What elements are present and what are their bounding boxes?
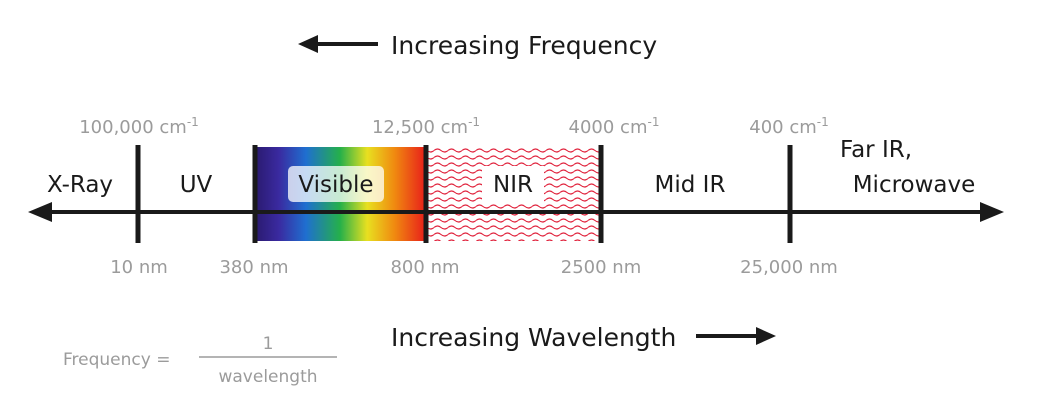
wavelength-label: 380 nm [219, 257, 288, 278]
right-arrowhead-icon [756, 327, 776, 345]
wavenumber-label: 12,500 cm-1 [372, 115, 480, 138]
region-uv: UV [180, 172, 213, 198]
wavenumber-label: 100,000 cm-1 [79, 115, 199, 138]
region-nir: NIR [493, 172, 533, 198]
wavelength-label: 2500 nm [561, 257, 641, 278]
region-visible: Visible [298, 172, 373, 198]
wavenumber-label: 4000 cm-1 [569, 115, 660, 138]
visible-label-box [288, 166, 384, 202]
wavelength-label: 800 nm [390, 257, 459, 278]
region-xray: X-Ray [47, 172, 113, 198]
wavelength-footer-label: Increasing Wavelength [391, 323, 676, 352]
formula-denominator: wavelength [218, 367, 317, 387]
axis-right-arrow-icon [980, 202, 1004, 222]
left-arrowhead-icon [298, 35, 318, 53]
spectrum-axis [28, 202, 1004, 222]
wavenumber-label: 400 cm-1 [749, 115, 828, 138]
frequency-header-label: Increasing Frequency [391, 31, 657, 60]
region-midir: Mid IR [655, 172, 726, 198]
region-farir-line2: Microwave [853, 172, 976, 198]
wavelength-label: 10 nm [110, 257, 168, 278]
formula-numerator: 1 [263, 334, 274, 354]
axis-left-arrow-icon [28, 202, 52, 222]
wavelength-label: 25,000 nm [740, 257, 838, 278]
formula-lhs: Frequency = [63, 350, 170, 370]
frequency-formula: Frequency = 1 wavelength [63, 334, 337, 387]
frequency-header: Increasing Frequency [298, 31, 657, 60]
nir-label-box [482, 166, 544, 202]
wavelength-footer: Increasing Wavelength [391, 323, 776, 352]
region-farir-line1: Far IR, [840, 137, 912, 163]
